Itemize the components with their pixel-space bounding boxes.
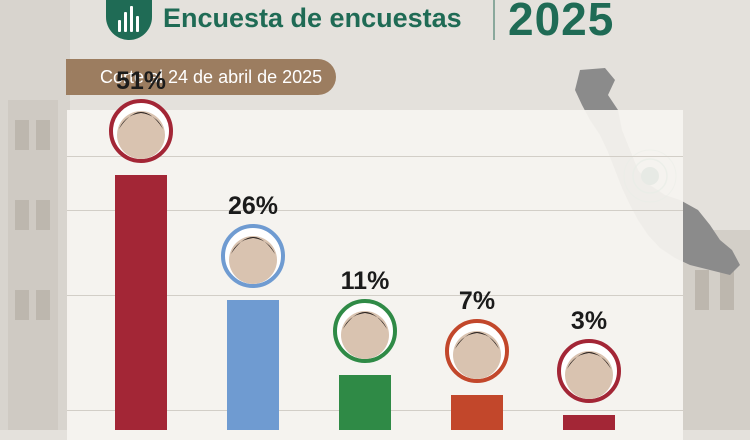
bar xyxy=(227,300,279,430)
data-label: 51% xyxy=(116,67,166,95)
candidate-avatar-hair xyxy=(119,112,163,129)
poll-bar-chart: 51% 26% 11% 7% 3% xyxy=(109,67,621,430)
bar xyxy=(451,395,503,430)
bar xyxy=(115,175,167,430)
data-label: 3% xyxy=(571,307,607,335)
candidate-avatar-face xyxy=(453,331,501,379)
bar xyxy=(339,375,391,430)
data-label: 11% xyxy=(341,267,390,295)
header: Encuesta de encuestas 2025 xyxy=(0,0,750,55)
candidate-avatar-face xyxy=(341,311,389,359)
candidate-avatar-face xyxy=(117,111,165,159)
candidate-avatar-hair xyxy=(455,332,499,349)
data-label: 7% xyxy=(459,287,495,315)
candidate-avatar-face xyxy=(565,351,613,399)
candidate-avatar-hair xyxy=(231,237,275,254)
candidate-avatar-face xyxy=(229,236,277,284)
page-title: Encuesta de encuestas xyxy=(163,3,462,33)
gridline xyxy=(67,156,683,157)
candidate-avatar-hair xyxy=(343,312,387,329)
header-divider xyxy=(493,0,495,40)
year-label: 2025 xyxy=(508,0,615,45)
gridline xyxy=(67,210,683,211)
candidate-avatar-hair xyxy=(567,352,611,369)
bar-chart-icon xyxy=(116,6,142,32)
gridline xyxy=(67,295,683,296)
bar xyxy=(563,415,615,430)
logo xyxy=(106,0,152,40)
cutoff-date-badge: Corte al 24 de abril de 2025 xyxy=(66,59,336,95)
data-label: 26% xyxy=(228,192,278,220)
